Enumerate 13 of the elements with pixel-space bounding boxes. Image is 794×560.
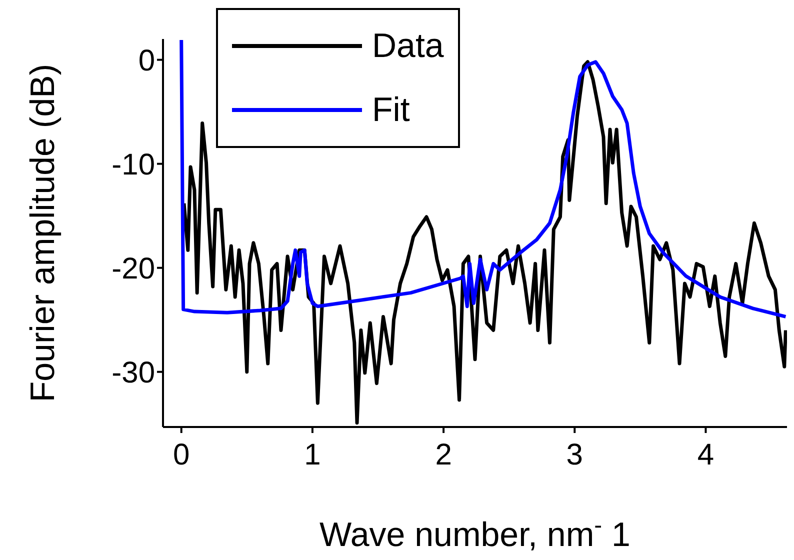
legend-label: Fit xyxy=(372,90,410,130)
y-tick-label: -20 xyxy=(112,252,155,286)
y-tick-label: -30 xyxy=(112,356,155,390)
y-axis-title: Fourier amplitude (dB) xyxy=(24,64,62,402)
x-tick-label: 1 xyxy=(304,438,321,472)
legend-label: Data xyxy=(372,26,444,66)
y-tick-label: 0 xyxy=(138,44,155,78)
x-tick-label: 4 xyxy=(697,438,714,472)
x-axis-title: Wave number, nm$^{-}$1 xyxy=(320,512,630,554)
x-tick-label: 0 xyxy=(173,438,190,472)
x-tick-label: 2 xyxy=(435,438,452,472)
y-tick-label: -10 xyxy=(112,148,155,182)
x-tick-label: 3 xyxy=(566,438,583,472)
